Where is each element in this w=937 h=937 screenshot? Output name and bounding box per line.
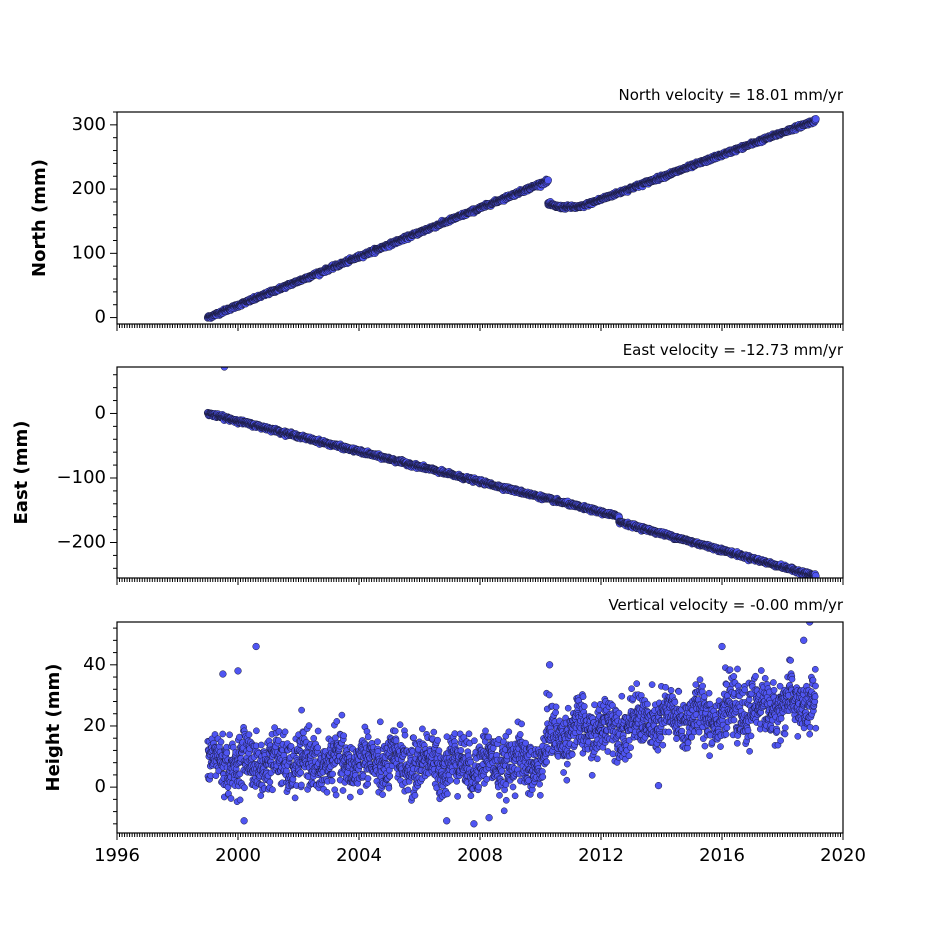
height-points xyxy=(204,622,820,828)
data-point xyxy=(217,738,225,746)
data-point xyxy=(245,731,253,738)
north-axes xyxy=(116,111,844,325)
data-point xyxy=(314,744,322,752)
y-tick-label: 0 xyxy=(95,307,106,328)
data-point xyxy=(281,728,289,736)
data-point xyxy=(298,781,305,789)
data-point xyxy=(257,741,265,749)
y-tick-label: −100 xyxy=(57,467,106,488)
north-ticks: 0 100 200 300 xyxy=(72,111,844,331)
y-tick-label: 0 xyxy=(95,402,106,423)
data-point xyxy=(223,749,231,757)
y-tick-label: 100 xyxy=(72,242,106,263)
data-point xyxy=(253,727,260,735)
y-tick-label: −200 xyxy=(57,532,106,553)
data-point xyxy=(544,176,552,185)
data-point xyxy=(328,777,336,785)
north-ylabel: North (mm) xyxy=(29,159,50,277)
data-point xyxy=(269,786,276,794)
north-points xyxy=(203,115,820,322)
height-title: Vertical velocity = -0.00 mm/yr xyxy=(608,596,843,614)
east-ylabel: East (mm) xyxy=(11,421,32,525)
north-panel: North velocity = 18.01 mm/yr North (mm) … xyxy=(29,86,844,331)
east-points xyxy=(203,367,820,578)
data-point xyxy=(314,727,322,735)
data-point xyxy=(323,788,331,796)
data-point xyxy=(305,722,313,729)
north-title: North velocity = 18.01 mm/yr xyxy=(619,86,844,104)
height-ylabel: Height (mm) xyxy=(43,664,64,792)
data-point xyxy=(241,784,248,792)
data-point xyxy=(811,115,820,123)
data-point xyxy=(227,795,235,802)
east-title: East velocity = -12.73 mm/yr xyxy=(623,341,844,359)
y-tick-label: 200 xyxy=(72,178,106,199)
data-point xyxy=(266,778,274,786)
data-point xyxy=(236,796,244,804)
data-point xyxy=(291,794,299,802)
east-axes xyxy=(116,366,844,579)
data-point xyxy=(298,706,305,714)
data-point xyxy=(226,731,233,739)
data-point xyxy=(297,769,305,777)
data-point xyxy=(310,734,318,742)
height-panel: Vertical velocity = -0.00 mm/yr Height (… xyxy=(43,596,866,866)
east-panel: East velocity = -12.73 mm/yr East (mm) 0… xyxy=(11,341,844,585)
data-point xyxy=(219,730,227,738)
data-point xyxy=(257,792,265,799)
y-tick-label: 300 xyxy=(72,114,106,135)
data-point xyxy=(329,770,336,778)
